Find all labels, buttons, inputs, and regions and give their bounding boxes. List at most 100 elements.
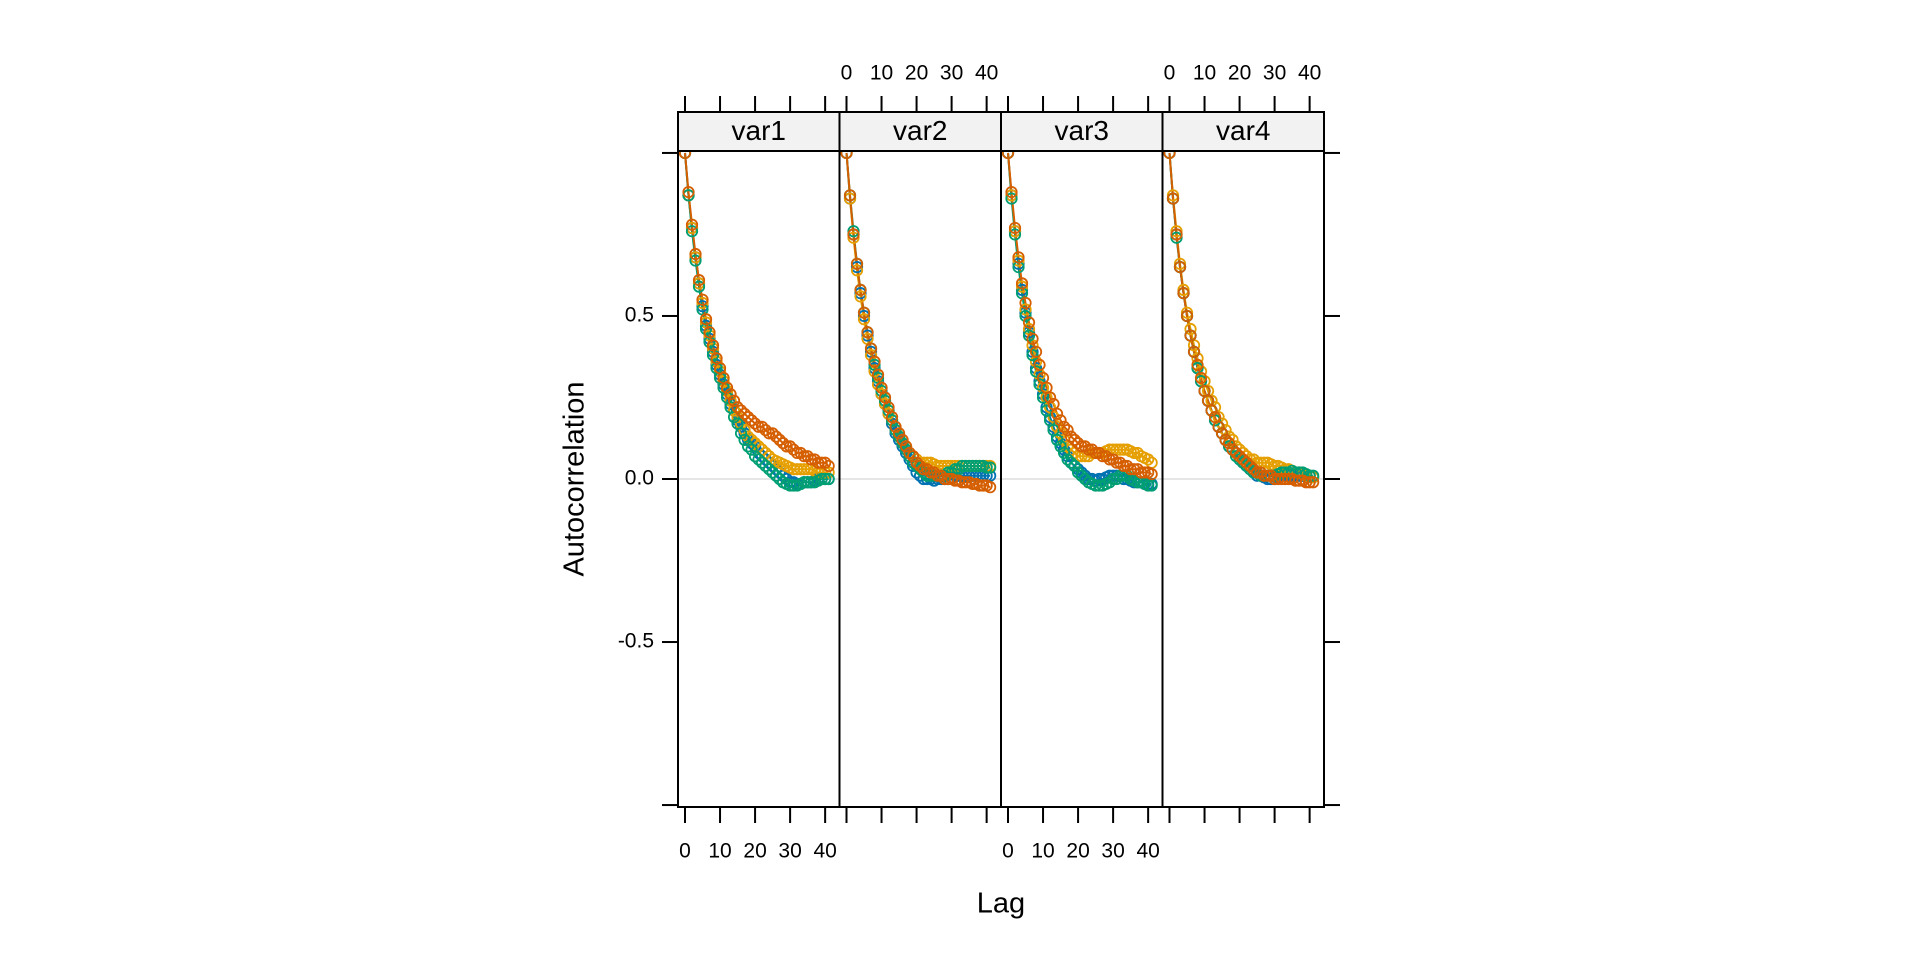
data-point-chain3 xyxy=(805,476,818,489)
data-point-chain4 xyxy=(787,443,800,456)
y-axis-title: Autocorrelation xyxy=(559,381,591,576)
data-point-chain3 xyxy=(734,427,748,440)
x-tick-label-top: 20 xyxy=(1228,62,1251,85)
data-point-chain4 xyxy=(1054,414,1067,427)
data-point-chain4 xyxy=(741,410,755,424)
data-point-chain4 xyxy=(1215,427,1229,440)
data-point-chain4 xyxy=(1194,371,1208,385)
data-point-chain3 xyxy=(1243,463,1257,476)
data-point-chain4 xyxy=(871,368,885,381)
data-point-chain4 xyxy=(794,446,807,460)
x-tick-label-bottom: 0 xyxy=(1002,840,1014,863)
panel-var2: var2 xyxy=(838,111,1002,808)
data-point-chain3 xyxy=(685,225,699,238)
data-point-chain4 xyxy=(815,456,828,469)
data-point-chain2 xyxy=(1008,225,1022,238)
x-tick-label-bottom: 10 xyxy=(708,840,731,863)
data-point-chain4 xyxy=(1236,453,1250,466)
x-tick-label-top: 10 xyxy=(870,62,893,85)
data-point-chain3 xyxy=(1054,440,1067,453)
data-point-chain1 xyxy=(1029,362,1043,375)
data-point-chain4 xyxy=(1170,228,1183,241)
data-point-chain3 xyxy=(1247,466,1260,479)
y-tick-label: 0.0 xyxy=(625,467,654,490)
data-point-chain4 xyxy=(703,326,716,339)
data-point-chain4 xyxy=(906,450,920,463)
data-point-chain4 xyxy=(899,440,913,453)
data-point-chain1 xyxy=(1075,466,1088,479)
data-point-chain2 xyxy=(854,290,867,303)
data-point-chain4 xyxy=(1057,420,1071,433)
data-point-chain4 xyxy=(724,388,737,401)
data-point-chain4 xyxy=(689,247,702,261)
data-point-chain3 xyxy=(1103,476,1116,489)
axes: 0 10 20 30 40 0 10 20 30 40 0 10 20 30 40 0 10 20 30 40 -0.5… xyxy=(618,62,1340,863)
data-point-chain4 xyxy=(685,218,699,231)
data-point-chain3 xyxy=(1068,459,1081,473)
data-point-chain4 xyxy=(1015,277,1029,290)
data-point-chain3 xyxy=(692,280,706,293)
data-point-chain4 xyxy=(1110,456,1123,469)
data-point-chain4 xyxy=(934,469,948,482)
data-point-chain4 xyxy=(731,401,744,414)
data-point-chain2 xyxy=(1015,280,1029,293)
data-point-chain4 xyxy=(917,463,930,476)
data-point-chain3 xyxy=(1019,309,1032,323)
data-point-chain4 xyxy=(1043,391,1057,404)
data-point-chain1 xyxy=(861,329,874,342)
data-point-chain4 xyxy=(1075,440,1088,453)
data-point-chain4 xyxy=(769,430,783,443)
data-point-chain3 xyxy=(1033,378,1046,391)
data-point-chain4 xyxy=(1138,466,1151,479)
x-tick-label-bottom: 30 xyxy=(1101,840,1124,863)
x-tick-label-top: 10 xyxy=(1193,62,1216,85)
data-point-chain3 xyxy=(1057,446,1071,460)
data-point-chain4 xyxy=(927,466,941,479)
data-point-chain3 xyxy=(755,456,769,469)
data-point-chain3 xyxy=(787,479,800,492)
data-point-chain2 xyxy=(1177,283,1190,296)
data-point-chain3 xyxy=(1075,469,1088,482)
data-point-chain4 xyxy=(889,420,902,433)
data-point-chain4 xyxy=(1022,316,1036,329)
data-point-chain4 xyxy=(1257,469,1271,482)
data-point-chain2 xyxy=(1019,303,1032,316)
data-point-chain2 xyxy=(1180,306,1194,319)
data-point-chain4 xyxy=(1061,423,1074,437)
data-point-chain4 xyxy=(1163,151,1176,160)
data-point-chain4 xyxy=(696,293,709,306)
data-point-chain4 xyxy=(1303,476,1316,489)
data-point-chain4 xyxy=(1233,450,1246,463)
data-point-chain4 xyxy=(755,420,769,433)
data-point-chain4 xyxy=(780,440,793,453)
data-point-chain2 xyxy=(689,251,702,264)
data-point-chain4 xyxy=(1205,404,1218,417)
data-point-chain3 xyxy=(1236,456,1250,469)
data-point-chain2 xyxy=(1050,420,1064,433)
data-point-chain3 xyxy=(689,254,702,267)
data-point-chain4 xyxy=(1247,463,1260,476)
data-point-chain4 xyxy=(1001,151,1015,160)
data-point-chain4 xyxy=(868,355,881,368)
data-point-chain4 xyxy=(1250,466,1264,479)
data-point-chain4 xyxy=(1078,440,1092,453)
data-point-chain4 xyxy=(854,283,867,296)
x-tick-label-top: 40 xyxy=(1298,62,1321,85)
data-point-chain4 xyxy=(861,326,874,339)
data-point-chain3 xyxy=(1107,472,1120,486)
strip-label: var3 xyxy=(1055,115,1109,146)
data-point-chain4 xyxy=(808,453,821,466)
data-point-chain4 xyxy=(1029,345,1043,358)
data-point-chain3 xyxy=(1061,453,1074,466)
data-point-chain3 xyxy=(752,453,765,466)
data-point-chain4 xyxy=(791,446,804,460)
x-tick-label-top: 30 xyxy=(1263,62,1286,85)
data-point-chain4 xyxy=(752,420,765,433)
data-point-chain3 xyxy=(769,469,783,482)
data-point-chain4 xyxy=(1243,459,1257,473)
data-point-chain4 xyxy=(784,440,797,453)
data-point-chain4 xyxy=(1019,296,1032,310)
data-point-chain1 xyxy=(745,437,758,450)
data-point-chain3 xyxy=(1307,469,1320,482)
strip-var4 xyxy=(1161,111,1325,152)
